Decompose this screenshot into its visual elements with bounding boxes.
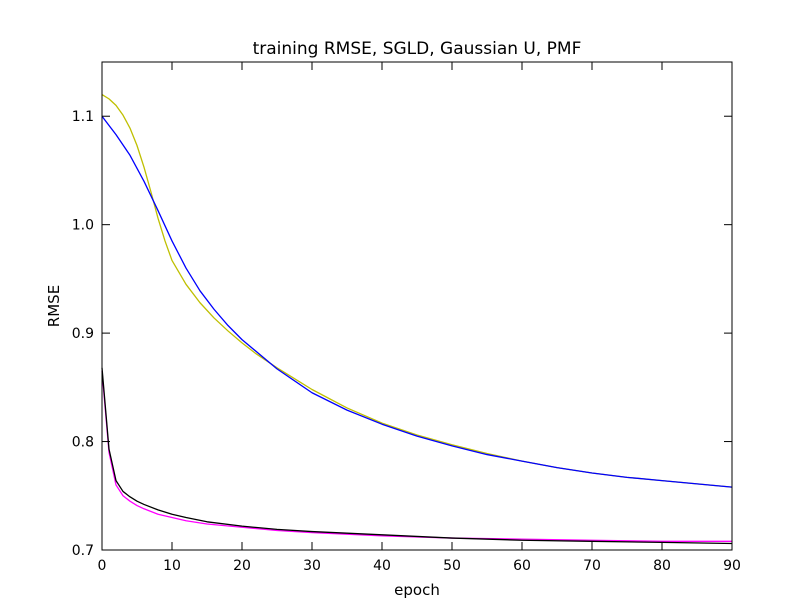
series-line-4 bbox=[101, 367, 733, 545]
x-tick-label: 60 bbox=[513, 558, 531, 574]
series-line-2 bbox=[101, 115, 733, 488]
x-tick-label: 40 bbox=[373, 558, 391, 574]
x-tick-label: 70 bbox=[583, 558, 601, 574]
x-tick-label: 90 bbox=[723, 558, 741, 574]
y-tick-label: 1.1 bbox=[72, 109, 94, 125]
series-layer bbox=[101, 93, 733, 545]
y-axis-label: RMSE bbox=[45, 285, 63, 327]
y-tick-label: 0.9 bbox=[72, 326, 94, 342]
x-tick-label: 50 bbox=[443, 558, 461, 574]
ticks-layer: 0 10 20 30 40 50 60 70 80 90 0.7 0.8 0.9 1.0 1.1 bbox=[72, 62, 741, 574]
x-tick-label: 0 bbox=[98, 558, 107, 574]
x-axis-label: epoch bbox=[394, 581, 440, 599]
x-tick-label: 10 bbox=[163, 558, 181, 574]
x-tick-label: 20 bbox=[233, 558, 251, 574]
y-tick-label: 1.0 bbox=[72, 218, 94, 234]
x-tick-label: 80 bbox=[653, 558, 671, 574]
y-tick-label: 0.8 bbox=[72, 435, 94, 451]
series-line-3 bbox=[101, 371, 732, 542]
y-tick-label: 0.7 bbox=[72, 543, 94, 559]
x-tick-label: 30 bbox=[303, 558, 321, 574]
chart-title: training RMSE, SGLD, Gaussian U, PMF bbox=[253, 39, 582, 59]
plot-frame bbox=[101, 61, 733, 551]
